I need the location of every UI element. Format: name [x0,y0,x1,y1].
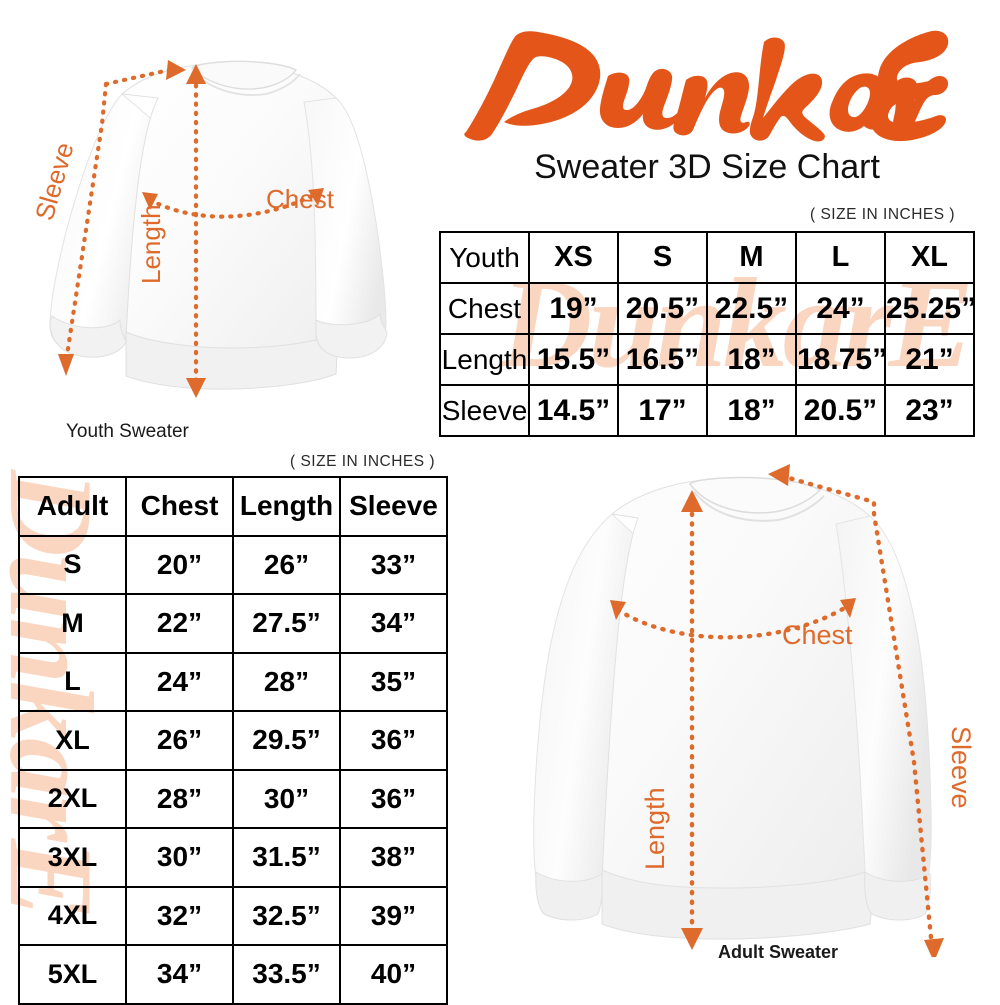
adult-length-label: Length [640,787,670,870]
adult-sweater-caption: Adult Sweater [718,942,839,962]
adult-col-header-size: Adult [18,476,127,537]
table-row: Chest 19” 20.5” 22.5” 24” 25.25” [439,282,976,335]
table-row: S 20” 26” 33” [18,534,448,595]
adult-col-header-length: Length [232,476,341,537]
adult-size-4xl: 4XL [18,885,127,946]
youth-chest-l: 24” [795,282,886,335]
youth-length-s: 16.5” [617,333,708,386]
adult-chest-2xl: 28” [125,768,234,829]
youth-measure-arrowheads [58,60,324,398]
adult-measure-arrowheads [610,464,944,957]
table-row: Length 15.5” 16.5” 18” 18.75” 21” [439,333,975,386]
table-row: 5XL 34” 33.5” 40” [18,944,448,1005]
youth-sweater-body [49,60,388,390]
adult-chest-4xl: 32” [125,885,234,946]
youth-chest-s: 20.5” [617,282,708,335]
adult-length-4xl: 32.5” [232,885,341,946]
adult-chest-3xl: 30” [125,827,234,888]
table-row: XL 26” 29.5” 36” [18,710,448,771]
youth-chest-xs: 19” [528,282,619,335]
table-row: Sleeve 14.5” 17” 18” 20.5” 23” [439,384,975,437]
table-row: M 22” 27.5” 34” [18,593,448,654]
adult-length-2xl: 30” [232,768,341,829]
youth-length-m: 18” [706,333,797,386]
adult-length-5xl: 33.5” [232,944,341,1005]
youth-chest-label: Chest [266,184,335,214]
adult-sleeve-m: 34” [339,593,448,654]
adult-sleeve-2xl: 36” [339,768,448,829]
adult-size-5xl: 5XL [18,944,127,1005]
adult-length-s: 26” [232,534,341,595]
adult-sleeve-label: Sleeve [946,726,976,809]
youth-length-l: 18.75” [795,333,887,386]
adult-length-3xl: 31.5” [232,827,341,888]
adult-chest-5xl: 34” [125,944,234,1005]
adult-chest-l: 24” [125,651,234,712]
youth-measure-lines [63,73,319,389]
youth-sweater-illustration: Chest Length Sleeve [10,32,430,422]
youth-length-label: Length [136,204,166,284]
youth-length-xs: 15.5” [528,333,619,386]
adult-sweater-illustration: Chest Length Sleeve [462,452,997,957]
youth-sweater-caption: Youth Sweater [66,421,189,442]
adult-col-header-sleeve: Sleeve [339,476,448,537]
adult-sleeve-xl: 36” [339,710,448,771]
youth-size-unit-note: ( SIZE IN INCHES ) [810,206,956,223]
youth-sleeve-l: 20.5” [795,384,886,437]
adult-length-m: 27.5” [232,593,341,654]
adult-chest-xl: 26” [125,710,234,771]
adult-size-2xl: 2XL [18,768,127,829]
youth-row-label-sleeve: Sleeve [439,384,530,437]
youth-chest-m: 22.5” [706,282,797,335]
youth-sleeve-xs: 14.5” [528,384,619,437]
youth-row-label-chest: Chest [439,282,530,335]
adult-sleeve-5xl: 40” [339,944,448,1005]
youth-corner-label: Youth [439,231,530,284]
youth-col-header-m: M [706,231,797,284]
adult-size-s: S [18,534,127,595]
adult-sleeve-s: 33” [339,534,448,595]
youth-chest-xl: 25.25” [884,282,976,335]
adult-chest-label: Chest [782,620,853,650]
table-row: 3XL 30” 31.5” 38” [18,827,448,888]
youth-size-table: Youth XS S M L XL Chest 19” 20.5” 22.5” … [439,231,976,437]
adult-size-xl: XL [18,710,127,771]
adult-length-l: 28” [232,651,341,712]
adult-measure-lines [615,473,935,951]
adult-size-m: M [18,593,127,654]
youth-length-xl: 21” [884,333,975,386]
adult-col-header-chest: Chest [125,476,234,537]
adult-sleeve-l: 35” [339,651,448,712]
youth-sleeve-m: 18” [706,384,797,437]
table-row-header: Youth XS S M L XL [439,231,975,284]
youth-col-header-xl: XL [884,231,975,284]
adult-chest-s: 20” [125,534,234,595]
adult-sleeve-4xl: 39” [339,885,448,946]
youth-col-header-s: S [617,231,708,284]
table-row: 2XL 28” 30” 36” [18,768,448,829]
adult-sleeve-3xl: 38” [339,827,448,888]
table-row: L 24” 28” 35” [18,651,448,712]
adult-sweater-body [533,476,932,940]
table-row-header: Adult Chest Length Sleeve [18,476,448,537]
table-row: 4XL 32” 32.5” 39” [18,885,448,946]
page-title: Sweater 3D Size Chart [534,148,880,186]
adult-size-3xl: 3XL [18,827,127,888]
adult-length-xl: 29.5” [232,710,341,771]
adult-size-unit-note: ( SIZE IN INCHES ) [290,453,436,470]
youth-sleeve-xl: 23” [884,384,975,437]
youth-row-label-length: Length [439,333,530,386]
adult-chest-m: 22” [125,593,234,654]
youth-col-header-l: L [795,231,886,284]
adult-size-table: Adult Chest Length Sleeve S 20” 26” 33” … [18,476,448,1005]
youth-col-header-xs: XS [528,231,619,284]
youth-sleeve-s: 17” [617,384,708,437]
adult-size-l: L [18,651,127,712]
dunkare-logo [452,24,952,149]
